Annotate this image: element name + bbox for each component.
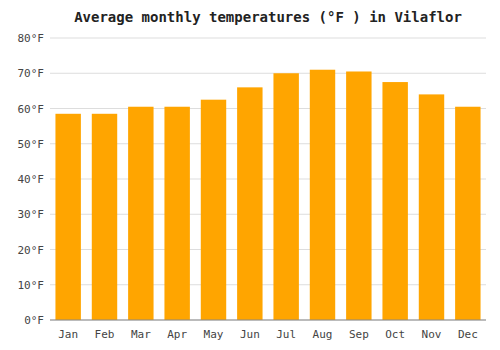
x-tick-label: Apr: [167, 328, 187, 341]
x-tick-label: Oct: [385, 328, 405, 341]
chart: Average monthly temperatures (°F ) in Vi…: [0, 0, 500, 350]
background: [0, 0, 500, 350]
x-tick-label: Sep: [349, 328, 369, 341]
bar: [92, 114, 117, 320]
x-tick-label: May: [204, 328, 224, 341]
y-tick-label: 80°F: [18, 32, 45, 45]
bars: [55, 70, 480, 320]
x-axis-line: [50, 320, 486, 321]
bar: [128, 107, 153, 320]
bar: [346, 71, 371, 320]
y-tick-label: 40°F: [18, 173, 45, 186]
bar: [164, 107, 189, 320]
y-tick-label: 50°F: [18, 138, 45, 151]
y-tick-label: 70°F: [18, 67, 45, 80]
bar: [273, 73, 298, 320]
bar: [310, 70, 335, 320]
y-tick-label: 10°F: [18, 279, 45, 292]
bar: [455, 107, 480, 320]
x-tick-label: Jun: [240, 328, 260, 341]
x-tick-label: Nov: [422, 328, 442, 341]
grid-line: [50, 320, 486, 321]
bar: [201, 100, 226, 320]
x-tick-label: Jan: [58, 328, 78, 341]
bar: [419, 94, 444, 320]
y-tick-label: 0°F: [24, 314, 44, 327]
x-tick-label: Feb: [95, 328, 115, 341]
y-tick-label: 30°F: [18, 208, 45, 221]
bar: [382, 82, 407, 320]
grid-line: [50, 38, 486, 39]
y-axis: 0°F 10°F 20°F 30°F 40°F 50°F 60°F 70°F 80°F: [18, 32, 487, 327]
x-tick-label: Jul: [276, 328, 296, 341]
page: {"chart_data": {"type": "bar", "title": …: [0, 0, 500, 350]
x-tick-label: Mar: [131, 328, 151, 341]
title: Average monthly temperatures (°F ) in Vi…: [74, 9, 462, 25]
bar: [55, 114, 80, 320]
x-tick-label: Dec: [458, 328, 478, 341]
y-tick-label: 60°F: [18, 103, 45, 116]
x-axis: Jan Feb Mar Apr May Jun Jul Aug Sep Oct Nov Dec: [58, 328, 478, 341]
x-tick-label: Aug: [313, 328, 333, 341]
chart-container: Average monthly temperatures (°F ) in Vi…: [0, 0, 500, 350]
grid-line: [50, 73, 486, 74]
y-tick-label: 20°F: [18, 244, 45, 257]
bar: [237, 87, 262, 320]
